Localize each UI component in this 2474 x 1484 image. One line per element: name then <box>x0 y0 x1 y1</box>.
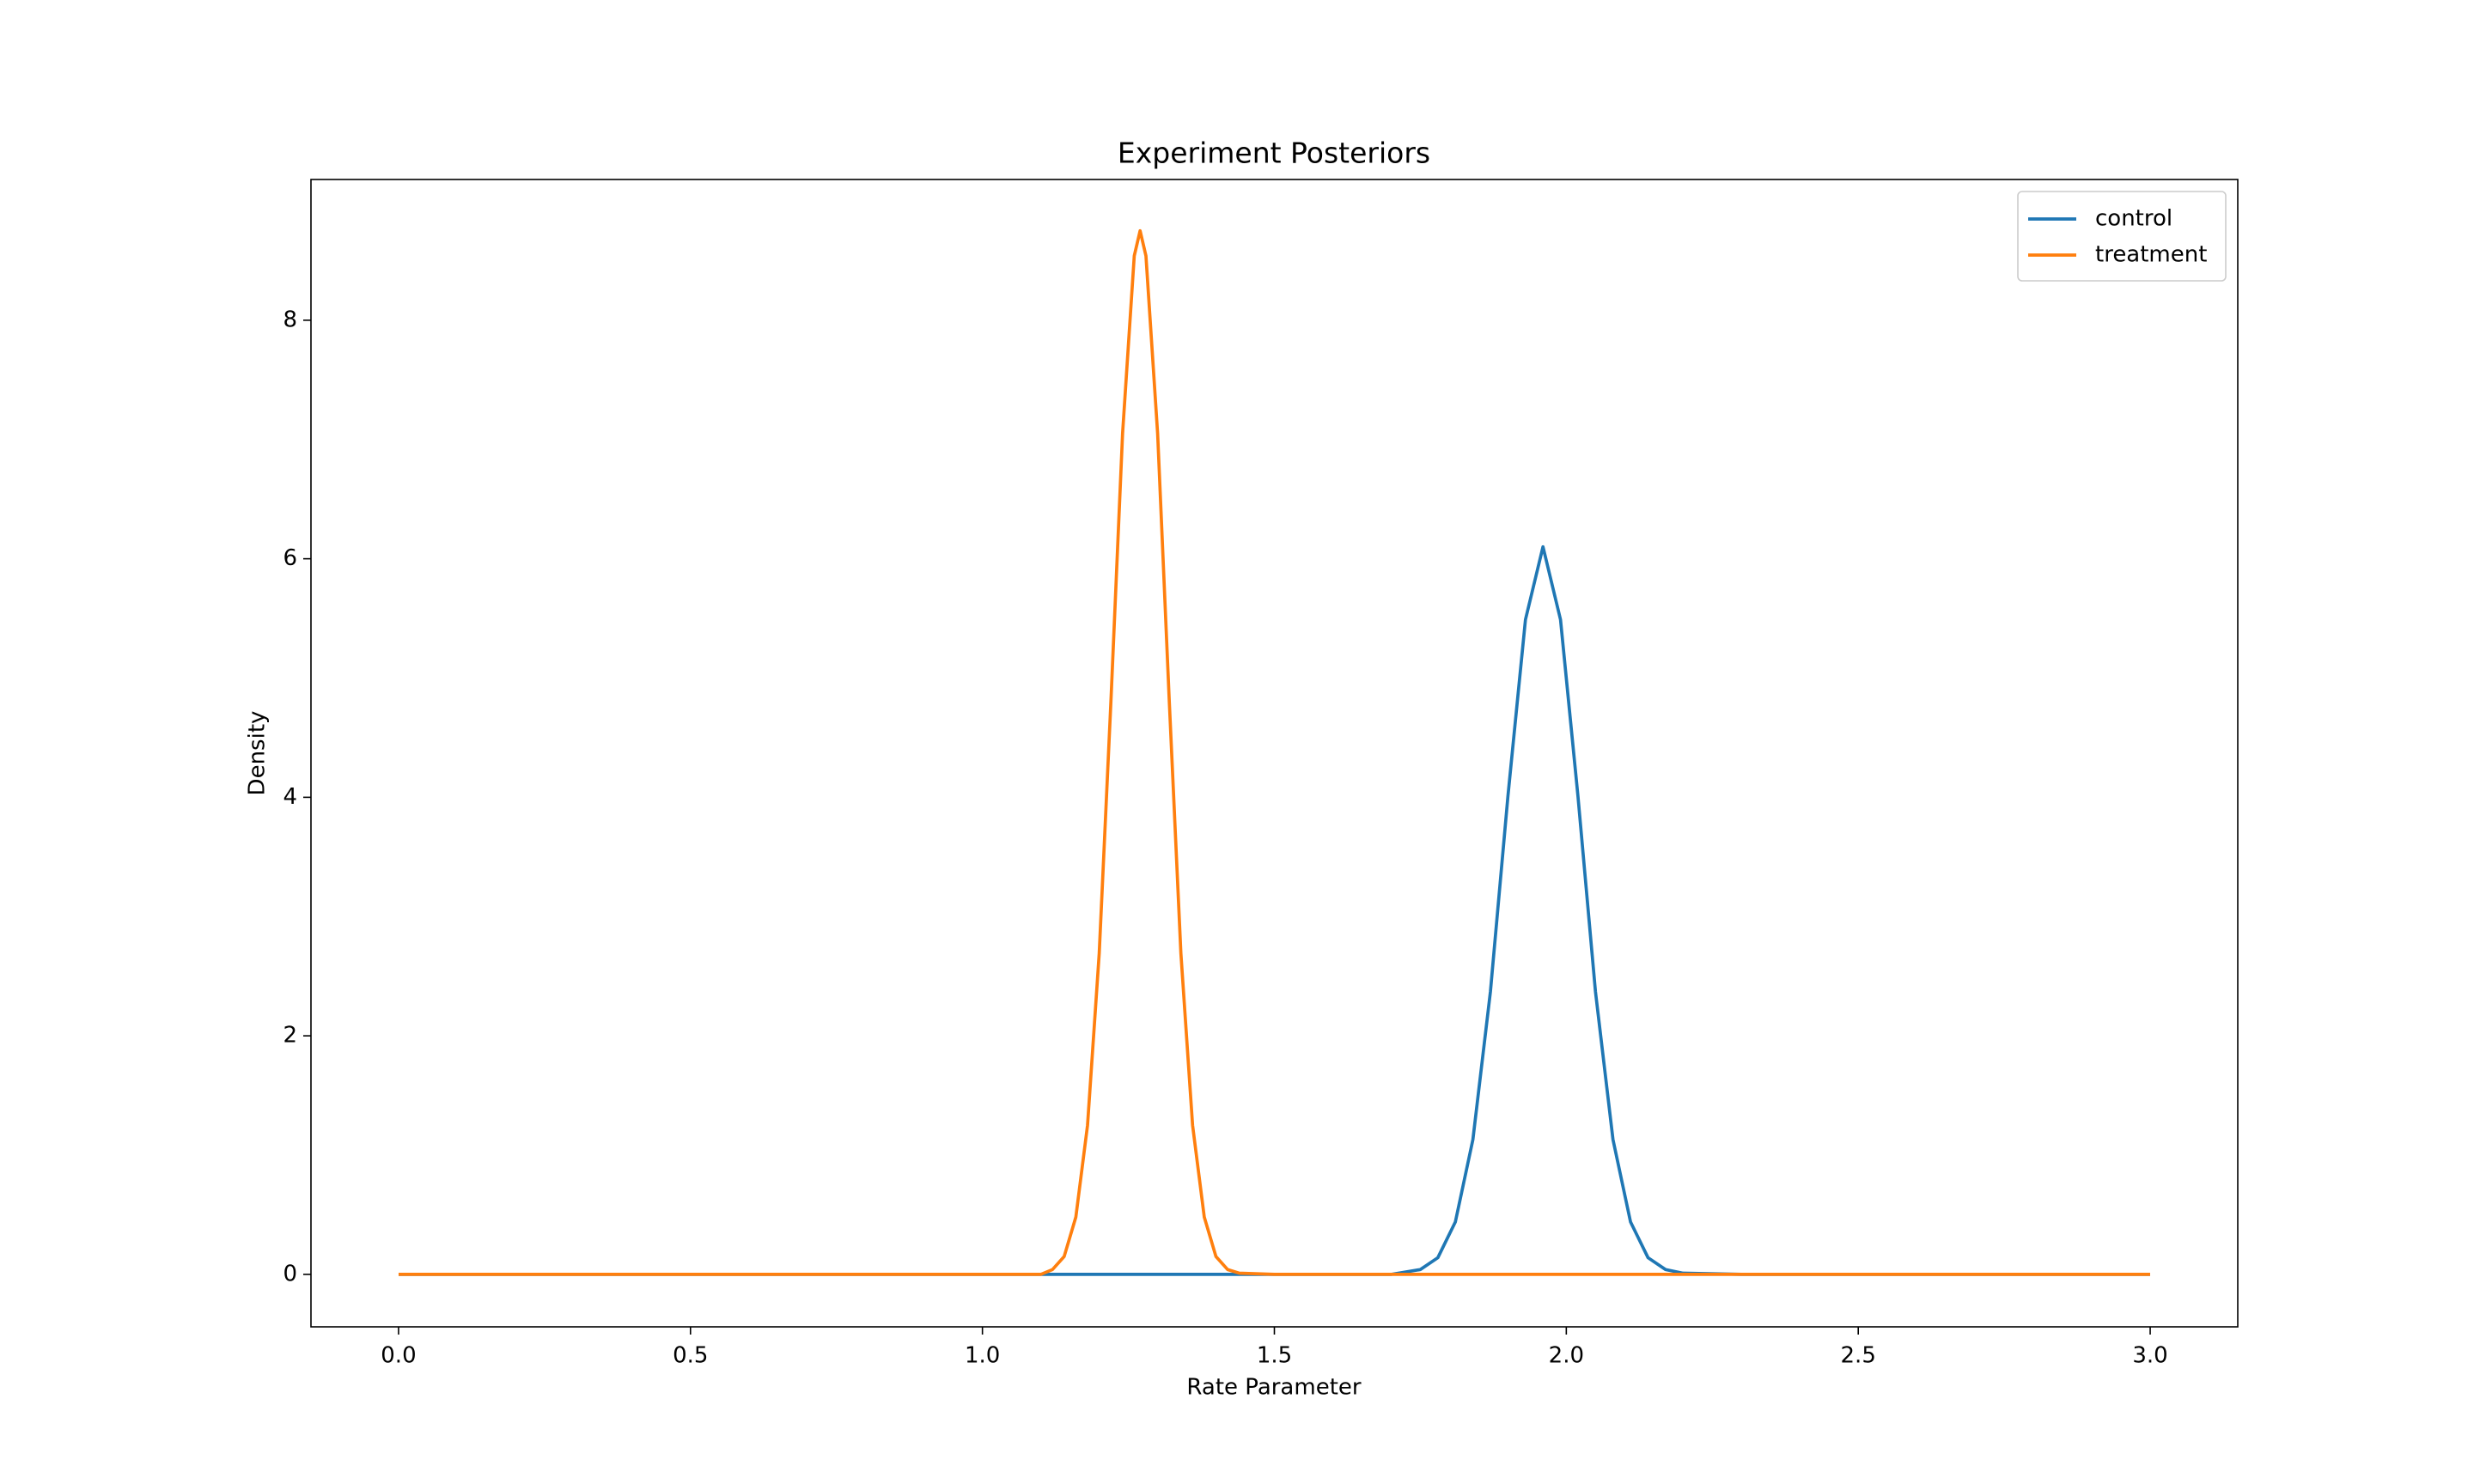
x-tick-label: 1.5 <box>1257 1343 1292 1369</box>
y-tick-label: 4 <box>283 784 297 810</box>
x-tick-label: 0.5 <box>673 1343 708 1369</box>
y-tick-label: 0 <box>283 1261 297 1286</box>
y-axis-label: Density <box>245 711 271 796</box>
legend-label: control <box>2095 206 2172 232</box>
legend-box <box>2017 191 2227 282</box>
x-tick-label: 3.0 <box>2132 1343 2167 1369</box>
plot-frame <box>310 179 2239 1328</box>
y-tick-label: 8 <box>283 307 297 332</box>
legend-label: treatment <box>2095 242 2207 268</box>
x-tick-label: 1.0 <box>965 1343 1000 1369</box>
x-tick-label: 0.0 <box>381 1343 416 1369</box>
x-axis-label: Rate Parameter <box>1186 1375 1361 1401</box>
chart-title: Experiment Posteriors <box>1118 137 1430 170</box>
y-tick-label: 6 <box>283 545 297 571</box>
y-tick-label: 2 <box>283 1023 297 1049</box>
x-tick-label: 2.0 <box>1549 1343 1584 1369</box>
x-tick-label: 2.5 <box>1841 1343 1876 1369</box>
series-line <box>399 228 2150 1276</box>
